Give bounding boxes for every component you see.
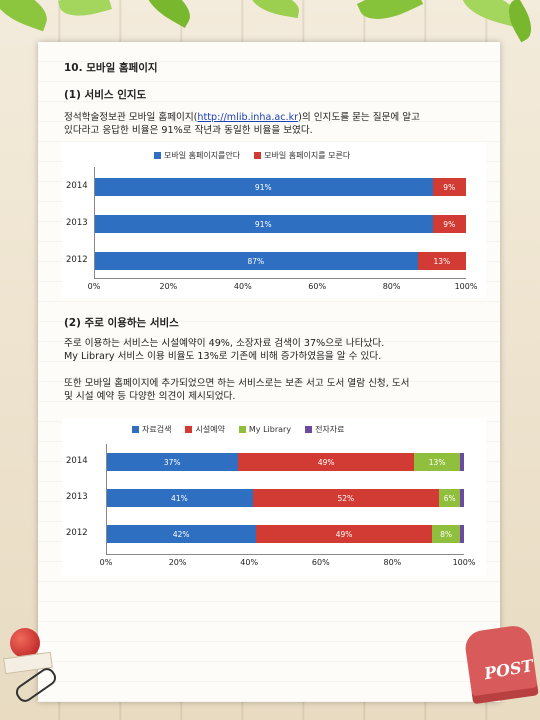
x-axis-line [106,554,464,555]
x-tick-label: 80% [382,282,401,291]
paragraph-services: 주로 이용하는 서비스는 시설예약이 49%, 소장자료 검색이 37%으로 나… [64,337,484,363]
legend-item: 모바일 홈페이지를 모른다 [254,150,350,161]
legend-item: 모바일 홈페이지를안다 [154,150,240,161]
bar-segment: 91% [94,215,433,233]
stacked-bar: 42% 49% 8% [106,525,464,543]
legend-swatch [238,426,246,433]
legend-label: 모바일 홈페이지를안다 [164,151,241,160]
legend-item: 전자자료 [305,424,345,435]
paragraph-text: 정석학술정보관 모바일 홈페이지( [64,112,198,123]
ruled-lines [38,42,500,702]
legend-swatch [305,426,313,433]
stacked-bar: 87% 13% [94,252,466,270]
x-tick-label: 100% [452,558,476,567]
paragraph-text: My Library 서비스 이용 비율도 13%로 기존에 비해 증가하였음을… [64,351,382,362]
bar-segment [460,525,464,543]
paragraph-text: 주로 이용하는 서비스는 시설예약이 49%, 소장자료 검색이 37%으로 나… [64,338,385,349]
paragraph-text: )의 인지도를 묻는 질문에 알고 [298,112,420,123]
x-tick-label: 60% [308,282,327,291]
services-chart: 자료검색 시설예약 My Library 전자자료 2014 37% 49% 13% 2013 4… [62,418,486,576]
category-label: 2013 [66,218,88,228]
category-label: 2014 [66,456,88,466]
paragraph-text: 및 시설 예약 등 다양한 의견이 제시되었다. [64,391,236,402]
x-tick-label: 40% [233,282,252,291]
x-tick-label: 0% [87,282,101,291]
bar-segment: 87% [94,252,418,270]
bar-segment: 41% [106,489,253,507]
x-axis-line [94,278,466,279]
stacked-bar: 91% 9% [94,178,466,196]
bar-segment: 49% [256,525,432,543]
document-page [38,42,500,702]
bar-segment: 9% [432,215,466,233]
legend-label: 전자자료 [315,425,345,434]
bar-segment: 13% [417,252,466,270]
x-tick-label: 20% [168,558,187,567]
y-axis-line [94,167,95,278]
bar-segment: 8% [431,525,461,543]
x-tick-label: 20% [159,282,178,291]
legend-swatch [154,152,161,159]
legend-item: 자료검색 [132,424,171,435]
bar-segment: 6% [438,489,461,507]
stacked-bar: 37% 49% 13% [106,453,464,471]
bar-segment [460,453,464,471]
legend-item: 시설예약 [185,424,225,435]
legend-label: 모바일 홈페이지를 모른다 [264,151,351,160]
x-tick-label: 40% [240,558,259,567]
x-tick-label: 80% [383,558,402,567]
bar-segment: 9% [432,178,466,196]
legend-label: 시설예약 [195,425,225,434]
category-label: 2013 [66,492,88,502]
subsection-title-awareness: (1) 서비스 인지도 [64,89,147,101]
chart-legend: 자료검색 시설예약 My Library 전자자료 [132,424,345,435]
subsection-title-services: (2) 주로 이용하는 서비스 [64,317,179,329]
bar-segment: 13% [413,453,461,471]
mobile-homepage-link[interactable]: http://mlib.inha.ac.kr [197,112,299,123]
section-title: 10. 모바일 홈페이지 [64,62,158,74]
stacked-bar: 41% 52% 6% [106,489,464,507]
legend-label: My Library [248,425,292,434]
paragraph-text: 또한 모바일 홈페이지에 추가되었으면 하는 서비스로는 보존 서고 도서 열람… [64,378,410,389]
legend-item: My Library [238,424,292,435]
stacked-bar: 91% 9% [94,215,466,233]
bar-segment: 91% [94,178,433,196]
x-tick-label: 0% [99,558,113,567]
paragraph-text: 있다라고 응답한 비율은 91%로 작년과 동일한 비율을 보였다. [64,125,313,136]
x-tick-label: 60% [311,558,330,567]
legend-swatch [132,426,139,433]
bar-segment: 49% [238,453,414,471]
paragraph-awareness: 정석학술정보관 모바일 홈페이지(http://mlib.inha.ac.kr)… [64,111,484,137]
legend-swatch [254,152,262,159]
paragraph-suggestions: 또한 모바일 홈페이지에 추가되었으면 하는 서비스로는 보존 서고 도서 열람… [64,377,484,403]
legend-swatch [185,426,193,433]
bar-segment: 37% [106,453,239,471]
category-label: 2012 [66,528,88,538]
y-axis-line [106,444,107,554]
bar-segment: 42% [106,525,257,543]
chart-legend: 모바일 홈페이지를안다 모바일 홈페이지를 모른다 [154,150,350,161]
awareness-chart: 모바일 홈페이지를안다 모바일 홈페이지를 모른다 2014 91% 9% 2013 91%… [62,142,486,298]
category-label: 2014 [66,181,88,191]
bar-segment: 52% [252,489,439,507]
bar-segment [460,489,464,507]
x-tick-label: 100% [454,282,478,291]
legend-label: 자료검색 [142,425,172,434]
category-label: 2012 [66,255,88,265]
